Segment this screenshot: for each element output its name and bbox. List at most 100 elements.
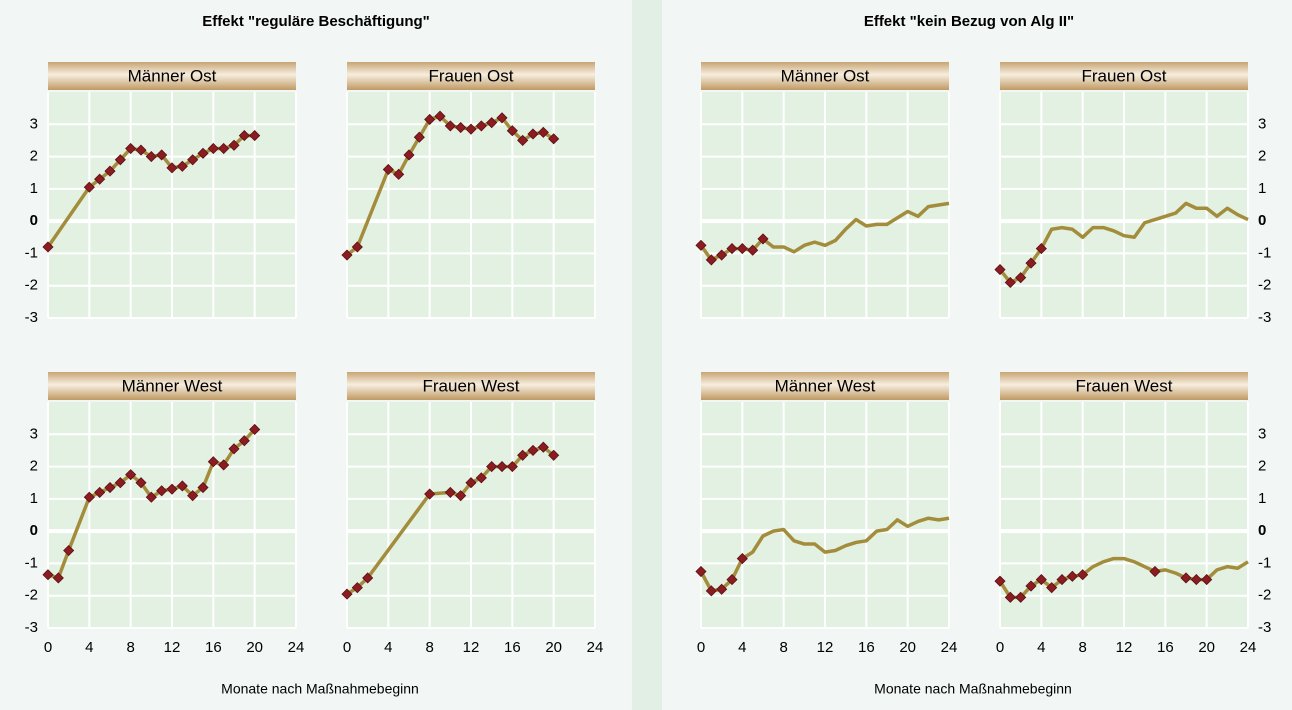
- data-marker: [228, 139, 240, 151]
- data-marker: [145, 491, 157, 503]
- y-tick-label: 0: [30, 212, 38, 229]
- data-marker: [424, 113, 436, 126]
- data-marker: [135, 144, 147, 156]
- data-marker: [757, 233, 769, 245]
- y-tick-label: 3: [30, 115, 38, 132]
- data-marker: [548, 133, 560, 145]
- data-marker: [351, 241, 363, 253]
- data-marker: [341, 249, 353, 261]
- x-tick-label: 16: [858, 639, 875, 656]
- data-marker: [506, 125, 518, 137]
- x-tick-label: 0: [996, 639, 1004, 656]
- y-tick-label: -3: [1258, 619, 1271, 636]
- data-marker: [1046, 582, 1058, 594]
- y-tick-label: 2: [1258, 458, 1266, 475]
- x-tick-label: 4: [384, 639, 392, 656]
- data-marker: [104, 165, 116, 177]
- data-marker: [465, 477, 477, 489]
- panel-header: [347, 62, 595, 90]
- x-tick-label: 16: [1157, 639, 1174, 656]
- y-tick-label: 0: [1258, 212, 1266, 229]
- data-marker: [994, 264, 1006, 276]
- data-marker: [1201, 574, 1213, 586]
- x-tick-label: 4: [1037, 639, 1045, 656]
- data-marker: [424, 488, 436, 500]
- data-marker: [475, 472, 487, 484]
- y-tick-label: -1: [1258, 554, 1271, 571]
- data-marker: [1190, 574, 1202, 586]
- x-axis-label: Monate nach Maßnahmebeginn: [221, 681, 419, 697]
- data-marker: [94, 486, 106, 498]
- data-marker: [166, 483, 178, 495]
- data-marker: [716, 249, 728, 261]
- data-marker: [218, 459, 230, 471]
- y-tick-label: 2: [30, 148, 38, 165]
- data-marker: [455, 121, 467, 134]
- data-marker: [145, 151, 157, 163]
- data-marker: [455, 490, 467, 502]
- data-marker: [187, 490, 199, 502]
- x-tick-label: 24: [941, 639, 958, 656]
- data-marker: [341, 588, 353, 600]
- data-marker: [736, 243, 748, 255]
- data-marker: [527, 128, 539, 140]
- y-tick-label: 3: [1258, 425, 1266, 442]
- data-marker: [1180, 572, 1192, 584]
- y-tick-label: -1: [25, 554, 38, 571]
- x-tick-label: 0: [343, 639, 351, 656]
- y-tick-label: -2: [1258, 587, 1271, 604]
- data-marker: [1035, 574, 1047, 586]
- data-marker: [197, 481, 209, 494]
- data-marker: [695, 239, 707, 251]
- data-marker: [1004, 591, 1016, 603]
- data-marker: [249, 130, 261, 142]
- data-marker: [726, 243, 738, 255]
- x-tick-label: 12: [1116, 639, 1133, 656]
- y-tick-label: 1: [30, 180, 38, 197]
- data-marker: [362, 572, 374, 584]
- x-tick-label: 24: [288, 639, 305, 656]
- data-marker: [156, 485, 168, 497]
- panel-header: [1000, 62, 1248, 90]
- x-tick-label: 12: [817, 639, 834, 656]
- x-tick-label: 20: [246, 639, 263, 656]
- x-tick-label: 8: [425, 639, 433, 656]
- x-tick-label: 0: [44, 639, 52, 656]
- data-marker: [496, 461, 508, 473]
- data-marker: [1035, 243, 1047, 255]
- x-tick-label: 24: [1240, 639, 1257, 656]
- x-tick-label: 20: [545, 639, 562, 656]
- y-tick-label: 3: [30, 425, 38, 442]
- data-marker: [548, 449, 560, 461]
- data-marker: [537, 126, 549, 138]
- y-tick-label: 1: [1258, 180, 1266, 197]
- x-tick-label: 12: [463, 639, 480, 656]
- data-marker: [135, 477, 147, 489]
- data-marker: [994, 575, 1006, 587]
- x-tick-label: 16: [205, 639, 222, 656]
- data-marker: [465, 123, 477, 135]
- data-marker: [716, 583, 728, 595]
- y-tick-label: 1: [30, 490, 38, 507]
- y-tick-label: -1: [1258, 244, 1271, 261]
- panel-title: Frauen West: [422, 376, 519, 395]
- y-tick-label: -2: [25, 587, 38, 604]
- data-marker: [1066, 570, 1078, 582]
- x-tick-label: 20: [1198, 639, 1215, 656]
- data-marker: [176, 480, 188, 492]
- panel-header: [48, 372, 296, 400]
- data-marker: [705, 585, 717, 597]
- x-tick-label: 8: [126, 639, 134, 656]
- data-marker: [393, 168, 405, 180]
- y-tick-label: 0: [30, 522, 38, 539]
- data-marker: [52, 572, 64, 584]
- y-tick-label: 0: [1258, 522, 1266, 539]
- data-marker: [1015, 272, 1027, 284]
- x-tick-label: 20: [899, 639, 916, 656]
- data-marker: [228, 443, 240, 455]
- panel-title: Frauen Ost: [1081, 66, 1166, 85]
- data-marker: [166, 162, 178, 174]
- panel-header: [1000, 372, 1248, 400]
- data-marker: [695, 565, 707, 578]
